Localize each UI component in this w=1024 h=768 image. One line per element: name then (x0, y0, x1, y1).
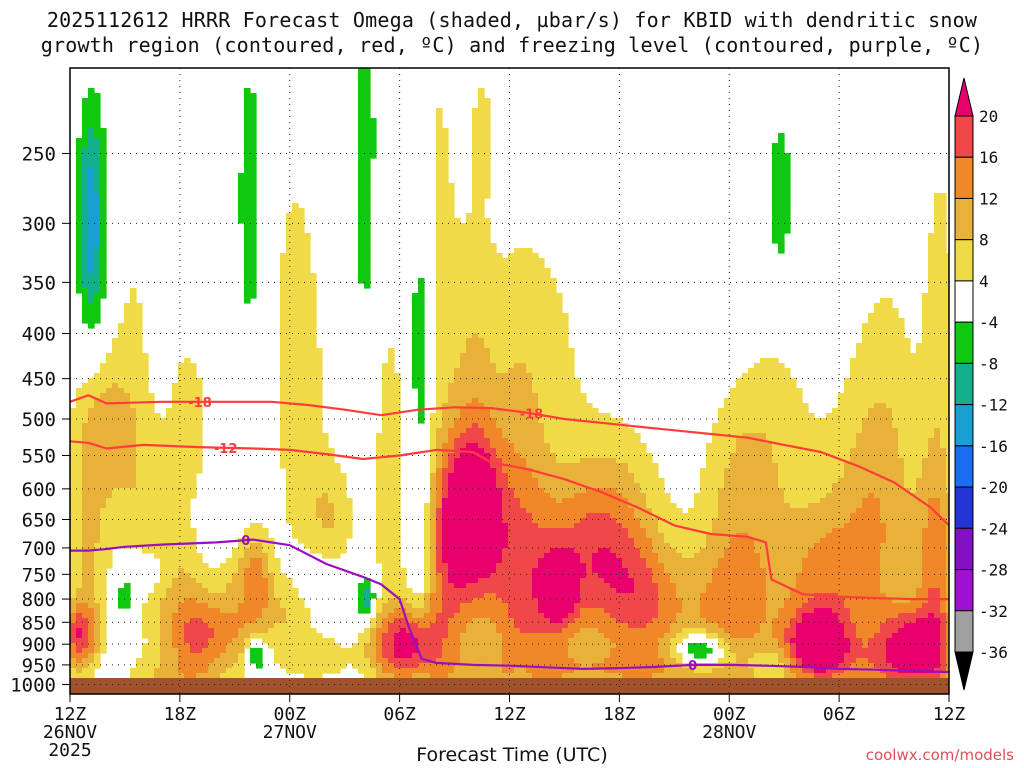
colorbar-label: -4 (979, 313, 998, 332)
colorbar-label: -12 (979, 396, 1008, 415)
x-axis-title: Forecast Time (UTC) (416, 744, 608, 766)
x-tick-label: 00Z (713, 704, 746, 725)
colorbar: 20 16 12 8 4 -4 -8 -12 -16 -20 -24 -28 -32 -36 (954, 77, 1008, 691)
y-tick-label: 250 (22, 143, 56, 165)
gridlines (70, 68, 949, 694)
y-tick-label: 600 (22, 479, 56, 501)
contour-label: -18 (188, 396, 212, 411)
source-credit[interactable]: coolwx.com/models (865, 746, 1014, 764)
contour-dgz-minus12 (70, 440, 949, 601)
colorbar-bin (954, 77, 974, 117)
x-tick-label: 12Z (493, 704, 526, 725)
colorbar-bin (954, 156, 974, 199)
colorbar-bin (954, 239, 974, 282)
y-tick-label: 1000 (10, 675, 56, 697)
axes: 2503003504004505005506006507007508008509… (10, 67, 966, 761)
x-date-label: 26NOV (43, 722, 97, 743)
colorbar-label: -20 (979, 478, 1008, 497)
x-date-label: 28NOV (702, 722, 756, 743)
colorbar-bin (954, 651, 974, 691)
colorbar-bin (954, 569, 974, 612)
colorbar-bin (954, 445, 974, 488)
colorbar-bin (954, 280, 974, 323)
x-tick-label: 06Z (823, 704, 856, 725)
y-tick-label: 300 (22, 213, 56, 235)
omega-shading (70, 68, 949, 694)
y-tick-label: 950 (22, 655, 56, 677)
colorbar-label: 4 (979, 272, 989, 291)
colorbar-bin (954, 610, 974, 653)
colorbar-label: 20 (979, 107, 998, 126)
colorbar-bin (954, 362, 974, 406)
colorbar-label: 16 (979, 148, 998, 167)
x-tick-label: 00Z (273, 704, 306, 725)
y-tick-label: 850 (22, 612, 56, 634)
y-tick-label: 450 (22, 369, 56, 391)
y-tick-label: 350 (22, 272, 56, 294)
y-tick-label: 650 (22, 510, 56, 532)
colorbar-bin (954, 486, 974, 529)
colorbar-label: -8 (979, 354, 998, 373)
colorbar-label: -28 (979, 561, 1008, 580)
colorbar-label: -36 (979, 643, 1008, 662)
y-tick-label: 500 (22, 409, 56, 431)
chart-title-line-1: 2025112612 HRRR Forecast Omega (shaded, … (46, 8, 978, 32)
contour-label: -18 (520, 407, 544, 422)
x-tick-label: 18Z (603, 704, 636, 725)
y-tick-label: 700 (22, 538, 56, 560)
temperature-contours: -18 -18 -12 0 0 (70, 394, 949, 674)
y-tick-label: 900 (22, 634, 56, 656)
y-tick-label: 550 (22, 446, 56, 468)
colorbar-label: -24 (979, 519, 1008, 538)
x-tick-label: 12Z (54, 704, 87, 725)
x-tick-label: 12Z (933, 704, 966, 725)
contour-label: 0 (688, 659, 697, 674)
contour-freezing-level (70, 538, 949, 674)
chart-title-line-2: growth region (contoured, red, ºC) and f… (40, 33, 984, 57)
contour-dgz-minus18 (70, 394, 949, 527)
y-tick-label: 750 (22, 564, 56, 586)
x-date-label: 27NOV (263, 722, 317, 743)
colorbar-bin (954, 197, 974, 241)
x-tick-label: 18Z (164, 704, 197, 725)
colorbar-bin (954, 115, 974, 158)
colorbar-label: -32 (979, 602, 1008, 621)
colorbar-bin (954, 321, 974, 364)
colorbar-label: 8 (979, 231, 989, 250)
x-tick-label: 06Z (383, 704, 416, 725)
y-tick-label: 800 (22, 589, 56, 611)
colorbar-bin (954, 527, 974, 571)
colorbar-label: 12 (979, 189, 998, 208)
colorbar-label: -16 (979, 437, 1008, 456)
y-tick-label: 400 (22, 324, 56, 346)
contour-label: -12 (214, 442, 238, 457)
contour-label: 0 (241, 534, 250, 549)
x-year-label: 2025 (48, 740, 91, 761)
colorbar-bin (954, 404, 974, 447)
